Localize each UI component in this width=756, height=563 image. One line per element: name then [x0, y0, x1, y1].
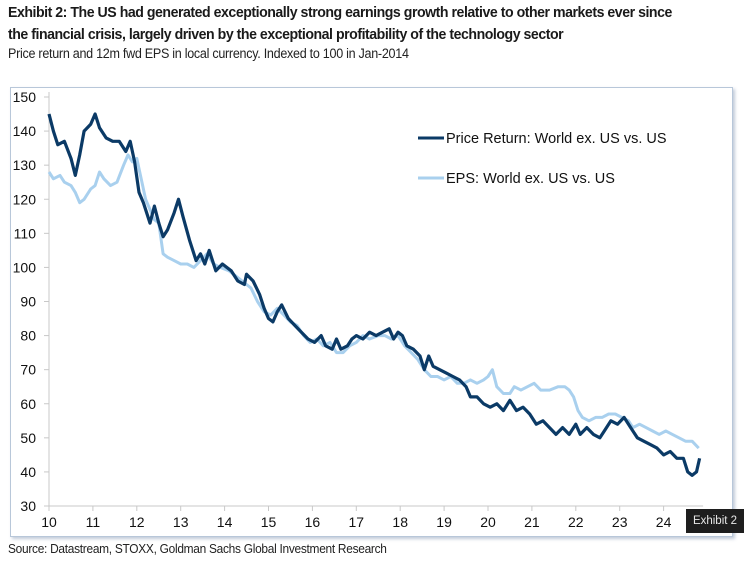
x-tick-label: 20	[480, 514, 496, 530]
y-tick-label: 150	[13, 89, 37, 105]
y-tick-label: 100	[13, 259, 37, 275]
y-tick-label: 80	[20, 328, 36, 344]
title-line-1: Exhibit 2: The US had generated exceptio…	[8, 4, 672, 21]
exhibit-badge: Exhibit 2	[686, 509, 744, 533]
x-tick-label: 18	[392, 514, 408, 530]
x-tick-label: 22	[568, 514, 584, 530]
y-tick-label: 90	[20, 294, 36, 310]
x-tick-label: 14	[217, 514, 233, 530]
source-note: Source: Datastream, STOXX, Goldman Sachs…	[8, 541, 387, 556]
x-tick-label: 17	[349, 514, 365, 530]
x-tick-label: 13	[173, 514, 189, 530]
x-tick-label: 24	[656, 514, 672, 530]
y-tick-label: 50	[20, 430, 36, 446]
y-tick-label: 130	[13, 157, 37, 173]
x-tick-label: 11	[86, 514, 101, 530]
x-tick-label: 21	[524, 514, 540, 530]
y-tick-label: 120	[13, 191, 37, 207]
y-tick-label: 110	[14, 225, 37, 241]
series-line-price-return	[47, 112, 702, 477]
x-tick-label: 16	[305, 514, 321, 530]
y-tick-label: 70	[20, 362, 36, 378]
x-tick-label: 19	[436, 514, 452, 530]
legend-label-eps: EPS: World ex. US vs. US	[446, 171, 615, 187]
chart-subtitle: Price return and 12m fwd EPS in local cu…	[8, 46, 409, 61]
y-tick-label: 140	[13, 123, 37, 139]
chart-title: Exhibit 2: The US had generated exceptio…	[8, 2, 701, 46]
x-tick-label: 12	[129, 514, 145, 530]
title-line-2: the financial crisis, largely driven by …	[8, 26, 564, 43]
legend-label-price-return: Price Return: World ex. US vs. US	[446, 131, 667, 147]
x-tick-label: 10	[41, 514, 57, 530]
y-tick-label: 60	[20, 396, 36, 412]
y-tick-label: 40	[20, 464, 36, 480]
series-group	[47, 112, 702, 477]
series-line-eps	[47, 153, 700, 450]
x-tick-label: 23	[612, 514, 628, 530]
chart-frame	[10, 87, 733, 537]
legend: Price Return: World ex. US vs. US EPS: W…	[418, 131, 667, 187]
x-tick-label: 15	[261, 514, 277, 530]
axes: 30 40 50 60 70 80 90 100 110 120 130 140 150 10 11 12 13…	[13, 89, 704, 530]
y-tick-label: 30	[20, 498, 36, 514]
